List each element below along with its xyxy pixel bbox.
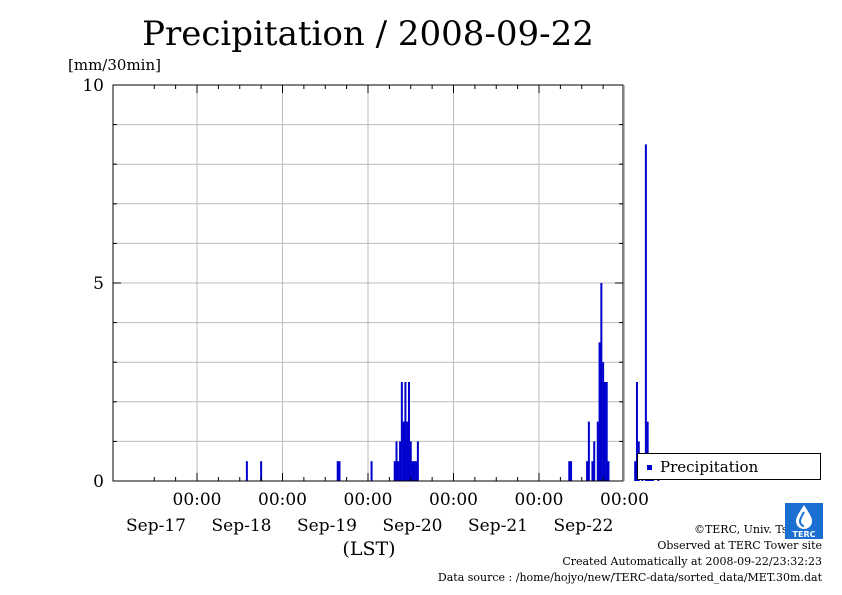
x-tick-date-label: Sep-18 [212, 516, 272, 536]
bar [399, 441, 402, 481]
bar [338, 461, 341, 481]
bar [415, 461, 418, 481]
y-tick-label: 10 [82, 76, 104, 96]
bar [593, 441, 596, 481]
bar [260, 461, 263, 481]
x-tick-time-label: 00:00 [429, 490, 478, 510]
x-axis-label: (LST) [342, 538, 395, 560]
bar [407, 382, 410, 481]
bar [634, 461, 637, 481]
bar [245, 461, 248, 481]
bar [607, 461, 610, 481]
x-tick-time-label: 00:00 [600, 490, 649, 510]
x-tick-time-label: 00:00 [515, 490, 564, 510]
grid [113, 85, 625, 481]
created-text: Created Automatically at 2008-09-22/23:3… [562, 555, 822, 568]
legend: Precipitation [637, 453, 821, 480]
bar [393, 461, 396, 481]
y-tick-label: 0 [93, 472, 104, 492]
bar [416, 441, 419, 481]
y-tick-label: 5 [93, 274, 104, 294]
x-tick-date-label: Sep-20 [383, 516, 443, 536]
logo-drop-inner [798, 511, 805, 527]
bar [395, 441, 398, 481]
x-tick-date-label: Sep-21 [468, 516, 528, 536]
legend-label: Precipitation [660, 458, 759, 476]
bar [591, 461, 594, 481]
bar [635, 382, 638, 481]
bar [603, 382, 606, 481]
legend-swatch [647, 465, 652, 470]
bar [409, 441, 412, 481]
bar [570, 461, 573, 481]
labels: 0 5 10 [mm/30min] 00:00 Sep-17 00:00 Sep-18 00:0… [68, 56, 649, 560]
bar [600, 283, 603, 481]
x-tick-date-label: Sep-17 [126, 516, 186, 536]
terc-logo: TERC [785, 503, 823, 539]
source-text: Data source : /home/hojyo/new/TERC-data/… [437, 571, 822, 584]
bars [245, 144, 660, 481]
observed-text: Observed at TERC Tower site [657, 539, 822, 552]
bar [587, 421, 590, 481]
bar [400, 382, 403, 481]
bar [598, 342, 601, 481]
y-axis-label: [mm/30min] [68, 56, 161, 74]
bar [370, 461, 373, 481]
bar [605, 382, 608, 481]
copyright-text: ©TERC, Univ. Tsukuba [693, 523, 822, 536]
bar [413, 461, 416, 481]
x-tick-time-label: 00:00 [173, 490, 222, 510]
bar [411, 461, 414, 481]
bar [586, 461, 589, 481]
bar [402, 421, 405, 481]
x-tick-date-label: Sep-22 [554, 516, 614, 536]
bar [596, 421, 599, 481]
bar [336, 461, 339, 481]
axes [112, 84, 624, 482]
x-tick-time-label: 00:00 [344, 490, 393, 510]
bar [404, 382, 407, 481]
footer-credits: ©TERC, Univ. Tsukuba Observed at TERC To… [438, 522, 822, 586]
x-tick-date-label: Sep-19 [297, 516, 357, 536]
bar [397, 461, 400, 481]
bar [406, 421, 409, 481]
x-tick-time-label: 00:00 [258, 490, 307, 510]
logo-text: TERC [793, 530, 816, 539]
chart-title: Precipitation / 2008-09-22 [142, 14, 594, 54]
bar [646, 421, 649, 481]
bar [644, 144, 647, 481]
bar [568, 461, 571, 481]
bar [602, 362, 605, 481]
